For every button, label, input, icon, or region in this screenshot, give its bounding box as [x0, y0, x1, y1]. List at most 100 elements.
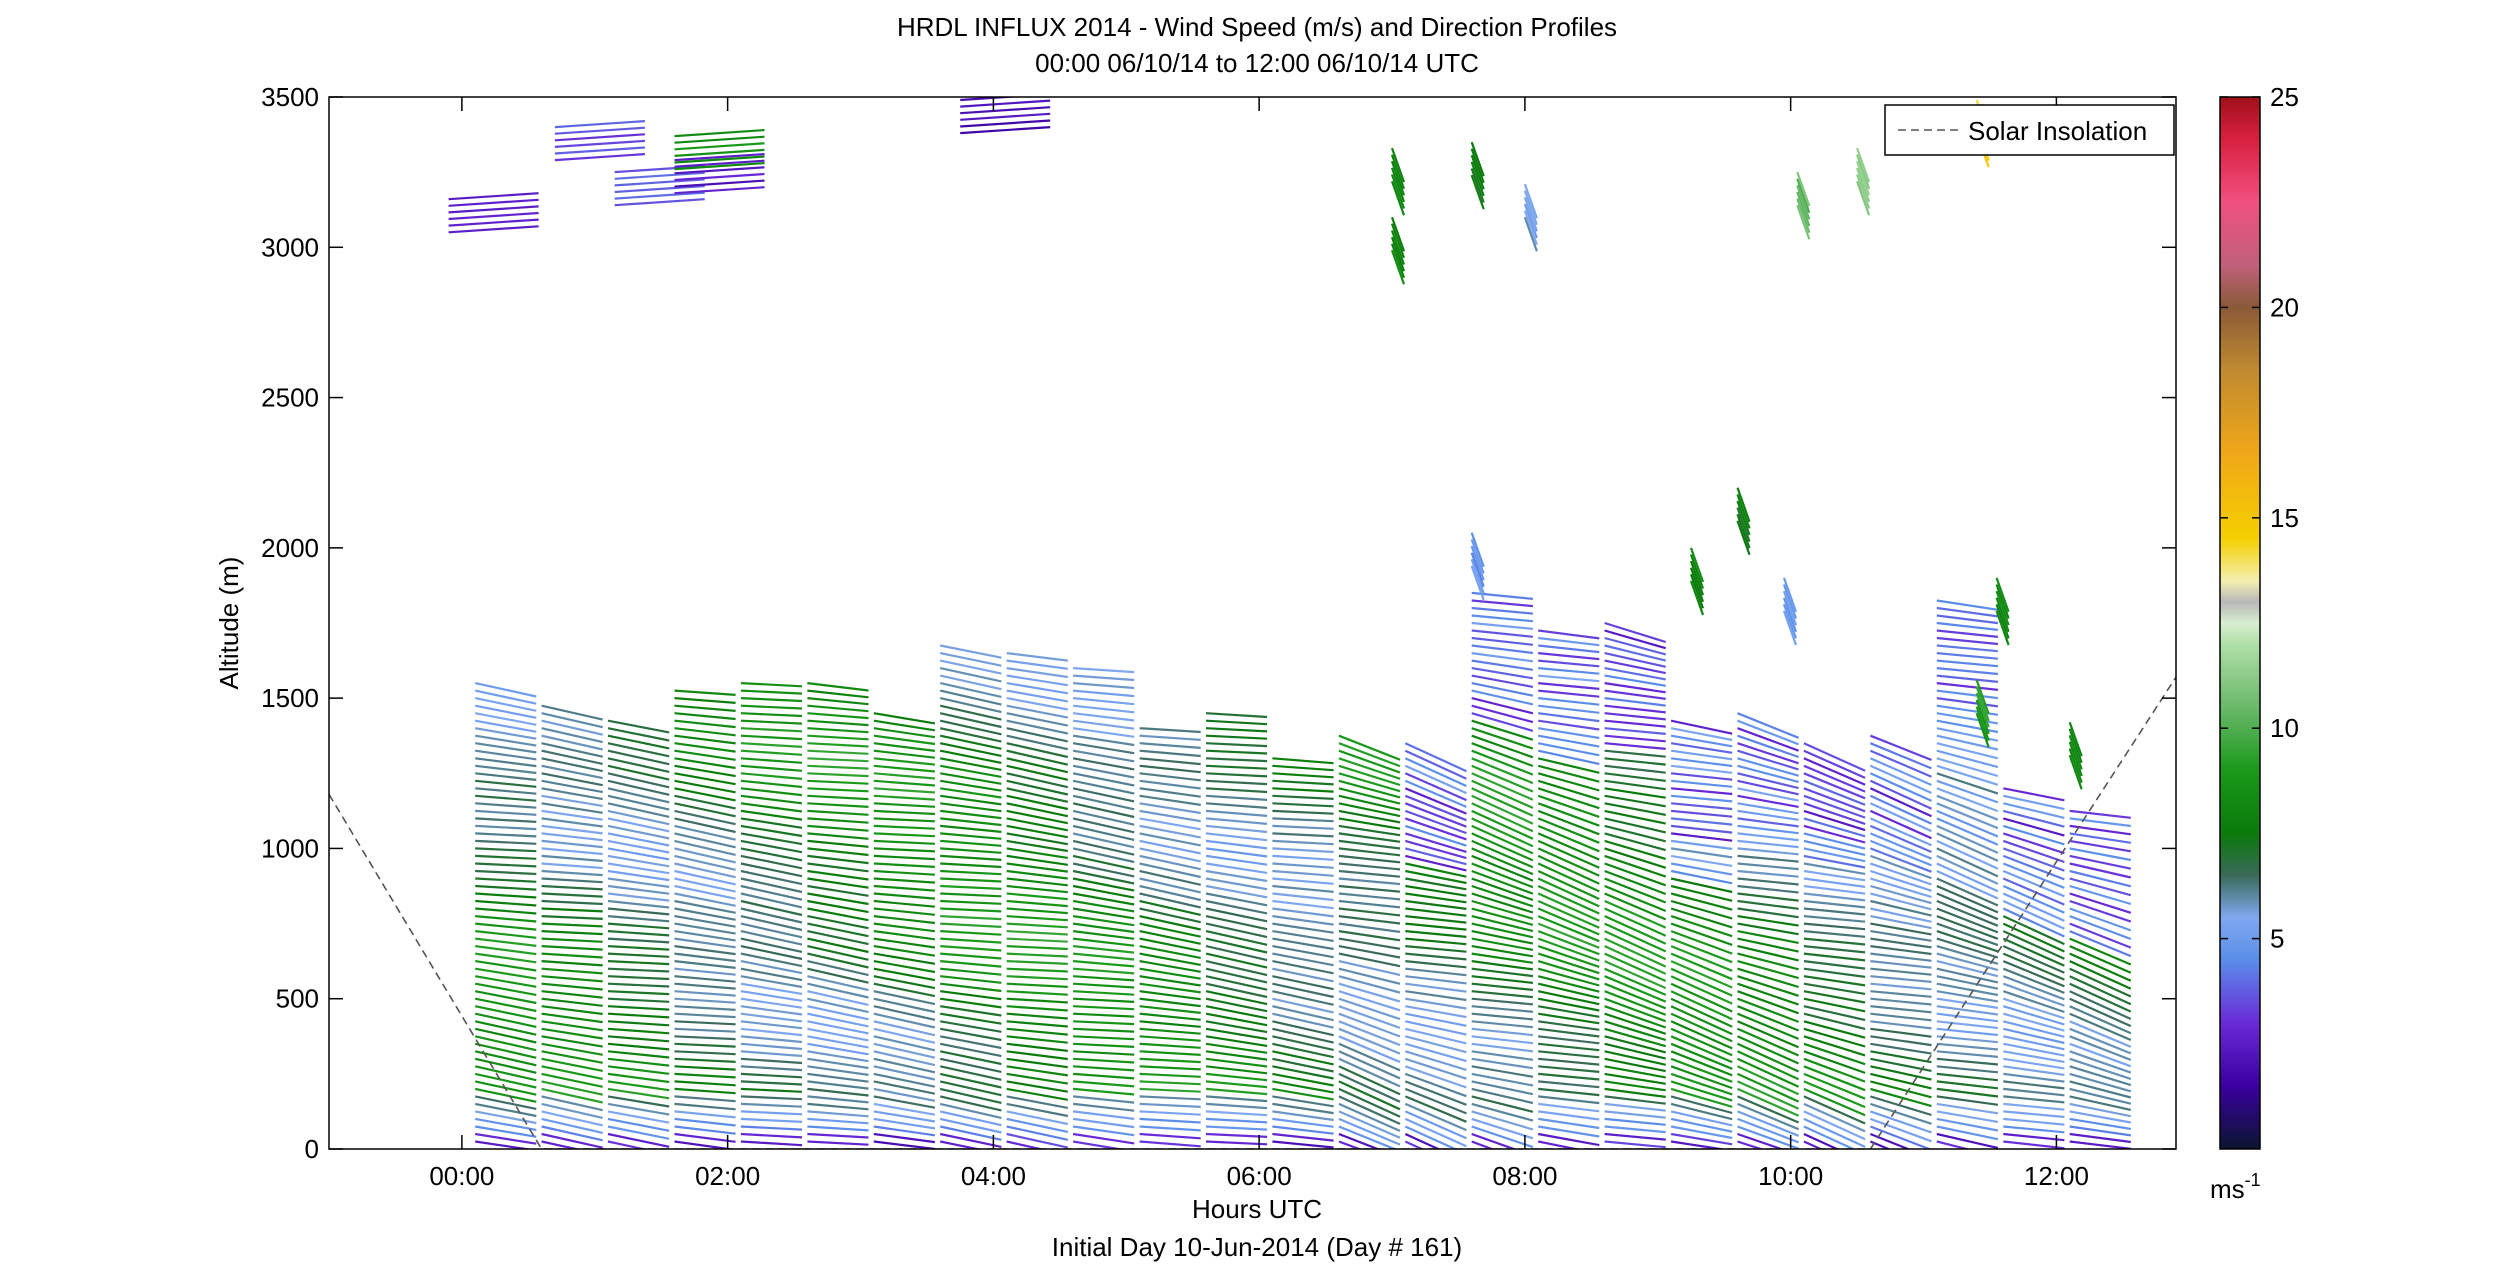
wind-barb	[607, 719, 670, 734]
wind-barb	[607, 1080, 670, 1092]
wind-barb	[1523, 203, 1538, 239]
wind-barb	[1803, 1072, 1866, 1100]
wind-barb	[448, 218, 539, 227]
wind-barb	[1737, 937, 1799, 953]
wind-barb	[607, 1012, 670, 1019]
wind-barb	[554, 126, 645, 135]
legend: Solar Insolation	[1884, 104, 2175, 156]
wind-barb	[873, 712, 936, 725]
wind-barb	[1072, 930, 1135, 940]
wind-barb	[1205, 1117, 1268, 1124]
wind-barb	[1737, 960, 1799, 980]
wind-barb	[1936, 854, 1999, 885]
wind-barb	[1737, 952, 1799, 971]
wind-barb	[1139, 1057, 1201, 1064]
wind-barb	[2002, 975, 2065, 1001]
wind-barb	[807, 1012, 869, 1028]
wind-barb	[940, 975, 1002, 984]
wind-barb	[1737, 1050, 1800, 1081]
wind-barb	[1471, 884, 1534, 908]
wind-barb	[1523, 190, 1538, 226]
wind-barb	[1471, 832, 1534, 862]
wind-barb	[1471, 621, 1534, 630]
wind-barb	[873, 877, 935, 884]
wind-barb	[1471, 704, 1534, 724]
wind-barb	[1670, 877, 1733, 894]
wind-barb	[1803, 847, 1866, 863]
wind-barb	[1006, 892, 1068, 901]
wind-barb	[674, 922, 736, 935]
wind-barb	[1537, 960, 1600, 981]
wind-barb	[607, 817, 670, 833]
wind-barb	[1404, 764, 1467, 795]
wind-barb	[1670, 779, 1733, 788]
wind-barb	[960, 99, 1051, 108]
wind-barb	[1870, 967, 1932, 976]
wind-barb	[1538, 674, 1600, 683]
wind-barb	[1006, 652, 1068, 662]
wind-barb	[2003, 1072, 2065, 1083]
wind-barb	[1538, 1080, 1600, 1089]
wind-barb	[1072, 1095, 1135, 1104]
wind-barb	[1139, 907, 1201, 924]
wind-barb	[1072, 727, 1135, 738]
wind-barb	[674, 1125, 736, 1135]
wind-barb	[740, 930, 803, 946]
wind-barb	[1072, 937, 1135, 947]
wind-barb	[1073, 667, 1135, 674]
wind-barb	[674, 697, 736, 704]
wind-barb	[607, 869, 670, 882]
wind-barb	[1006, 682, 1068, 695]
wind-barb	[607, 832, 670, 847]
wind-barb	[1471, 614, 1534, 623]
wind-barb	[873, 802, 935, 808]
wind-barb	[940, 817, 1002, 827]
wind-barb	[475, 794, 537, 802]
wind-barb	[1471, 689, 1534, 706]
wind-barb	[960, 112, 1051, 121]
wind-barb	[1670, 734, 1733, 748]
wind-barb	[1737, 884, 1799, 894]
wind-barb	[1073, 960, 1135, 968]
wind-barb	[475, 945, 537, 956]
wind-barb	[1737, 854, 1799, 863]
wind-barb	[1737, 1095, 1800, 1124]
wind-barb	[1139, 1132, 1201, 1140]
wind-barb	[1006, 742, 1069, 759]
wind-barb	[1936, 1117, 1999, 1132]
wind-barb	[1471, 652, 1534, 663]
wind-barb	[1072, 952, 1135, 961]
wind-barb	[1538, 712, 1600, 723]
wind-barb	[1006, 990, 1068, 996]
wind-barb	[1604, 1065, 1666, 1079]
wind-barb	[1139, 757, 1201, 766]
x-tick-label: 06:00	[1227, 1161, 1292, 1191]
wind-barb	[1870, 1117, 1932, 1143]
wind-barb	[1604, 674, 1666, 687]
wind-barb	[474, 689, 537, 705]
wind-barb	[740, 1095, 803, 1101]
wind-barb	[807, 742, 869, 748]
wind-barb	[1471, 930, 1534, 945]
wind-barb	[740, 854, 803, 870]
wind-barb	[474, 1027, 537, 1044]
wind-barb	[1073, 1080, 1135, 1088]
wind-barb	[1205, 892, 1268, 907]
wind-barb	[807, 1065, 869, 1076]
wind-barb	[873, 1057, 936, 1074]
wind-barb	[475, 1125, 537, 1138]
wind-barb	[674, 689, 736, 696]
wind-barb	[1604, 862, 1667, 887]
wind-barb	[1139, 1087, 1201, 1093]
wind-barb	[807, 884, 869, 897]
wind-barb	[1139, 967, 1201, 980]
wind-barb	[448, 205, 539, 214]
wind-barb	[1870, 982, 1932, 991]
wind-barb	[1737, 719, 1799, 746]
wind-barb	[1405, 869, 1467, 885]
wind-barb	[939, 1102, 1002, 1119]
wind-barb	[2069, 990, 2132, 1021]
wind-barb	[1604, 899, 1667, 929]
wind-barb	[1689, 573, 1705, 609]
